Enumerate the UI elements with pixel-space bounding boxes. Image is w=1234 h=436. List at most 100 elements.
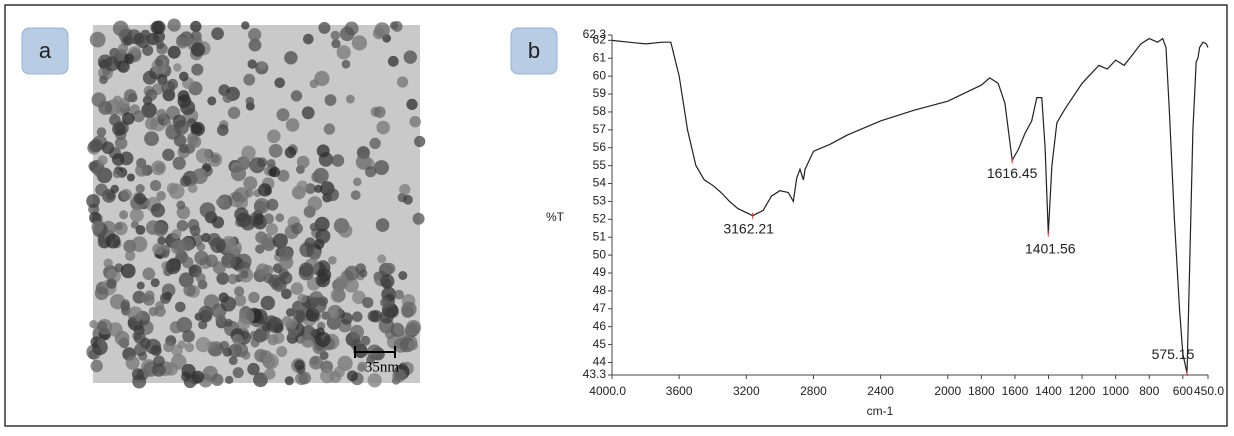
particle xyxy=(205,254,219,268)
particle xyxy=(188,135,202,149)
particle xyxy=(156,108,167,120)
particle xyxy=(101,141,115,155)
particle xyxy=(222,92,233,103)
particle xyxy=(162,148,175,161)
particle xyxy=(106,278,117,289)
y-tick-label: 54 xyxy=(593,176,607,190)
particle xyxy=(207,233,221,247)
particle xyxy=(406,98,418,110)
particle xyxy=(247,59,257,69)
particle xyxy=(284,51,298,65)
particle xyxy=(195,148,212,164)
particle xyxy=(362,297,374,309)
particle xyxy=(219,340,230,351)
particle xyxy=(260,295,275,311)
particle xyxy=(119,210,129,220)
particle xyxy=(145,117,158,130)
particle xyxy=(309,79,319,89)
particle xyxy=(220,296,237,312)
particle xyxy=(141,102,157,119)
particle xyxy=(187,219,200,231)
particle xyxy=(195,273,206,283)
particle xyxy=(157,236,166,245)
particle xyxy=(301,334,315,348)
particle xyxy=(359,269,368,278)
particle xyxy=(357,361,368,371)
particle xyxy=(276,108,290,122)
particle xyxy=(296,155,310,169)
particle xyxy=(323,123,336,135)
particle xyxy=(93,165,105,177)
x-tick-label: 450.0 xyxy=(1194,384,1224,398)
x-tick-label: 1000 xyxy=(1102,384,1129,398)
particle xyxy=(97,155,108,166)
panel-label: b xyxy=(528,38,540,63)
particle xyxy=(245,96,255,106)
particle xyxy=(126,173,135,182)
particle xyxy=(181,256,194,269)
particle xyxy=(122,112,135,125)
particle xyxy=(146,32,160,46)
particle xyxy=(172,156,186,170)
particle xyxy=(233,342,249,358)
particle xyxy=(155,301,165,311)
particle xyxy=(380,297,390,308)
particle xyxy=(195,168,207,180)
particle xyxy=(142,267,156,281)
particle xyxy=(184,342,195,353)
particle xyxy=(397,76,409,88)
particle xyxy=(153,355,165,368)
particle xyxy=(194,250,209,266)
particle xyxy=(211,216,225,229)
particle xyxy=(89,31,106,48)
x-tick-label: 1200 xyxy=(1069,384,1096,398)
particle xyxy=(227,106,241,120)
particle xyxy=(160,292,171,304)
particle xyxy=(247,362,260,376)
y-tick-label: 48 xyxy=(593,283,607,297)
particle xyxy=(234,294,247,307)
particle xyxy=(249,157,266,174)
x-axis-label: cm-1 xyxy=(867,404,894,418)
particle xyxy=(217,124,229,136)
particle xyxy=(315,331,331,348)
particle xyxy=(191,63,204,76)
particle xyxy=(133,331,146,344)
particle xyxy=(248,28,262,42)
particle xyxy=(341,59,351,69)
particle xyxy=(145,338,161,355)
particle xyxy=(152,363,166,377)
particle xyxy=(383,262,396,275)
particle xyxy=(148,306,159,317)
particle xyxy=(182,329,195,343)
particle xyxy=(104,56,120,72)
particle xyxy=(240,215,256,231)
particle xyxy=(89,320,98,329)
x-tick-label: 3200 xyxy=(733,384,760,398)
particle xyxy=(321,231,331,240)
particle xyxy=(350,339,362,351)
y-tick-label: 57 xyxy=(593,122,607,136)
particle xyxy=(170,239,186,255)
particle xyxy=(180,175,192,187)
y-tick-label: 49 xyxy=(593,265,607,279)
y-tick-label: 53 xyxy=(593,194,607,208)
particle xyxy=(309,222,319,232)
particle xyxy=(176,220,189,232)
peak-label: 3162.21 xyxy=(723,220,774,236)
particle xyxy=(253,213,266,225)
particle xyxy=(114,136,128,150)
particle xyxy=(369,137,381,150)
particle xyxy=(365,166,377,178)
panel-label-box xyxy=(21,27,69,75)
particle xyxy=(118,43,129,54)
particle xyxy=(315,272,331,288)
particle xyxy=(207,96,217,106)
particle xyxy=(171,229,182,240)
scale-bar-label: 35nm xyxy=(365,359,400,375)
particle xyxy=(238,308,255,325)
particle xyxy=(135,184,145,194)
particle xyxy=(248,291,260,304)
particle xyxy=(412,212,425,225)
particle xyxy=(196,242,206,252)
